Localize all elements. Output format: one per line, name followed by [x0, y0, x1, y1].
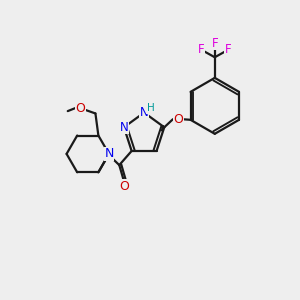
Text: F: F: [212, 37, 218, 50]
Text: N: N: [104, 147, 114, 161]
Text: N: N: [120, 121, 128, 134]
Text: F: F: [198, 44, 205, 56]
Text: O: O: [173, 113, 183, 126]
Text: O: O: [75, 102, 85, 115]
Text: N: N: [140, 106, 148, 119]
Text: F: F: [225, 44, 231, 56]
Text: H: H: [147, 103, 154, 113]
Text: O: O: [119, 180, 129, 193]
